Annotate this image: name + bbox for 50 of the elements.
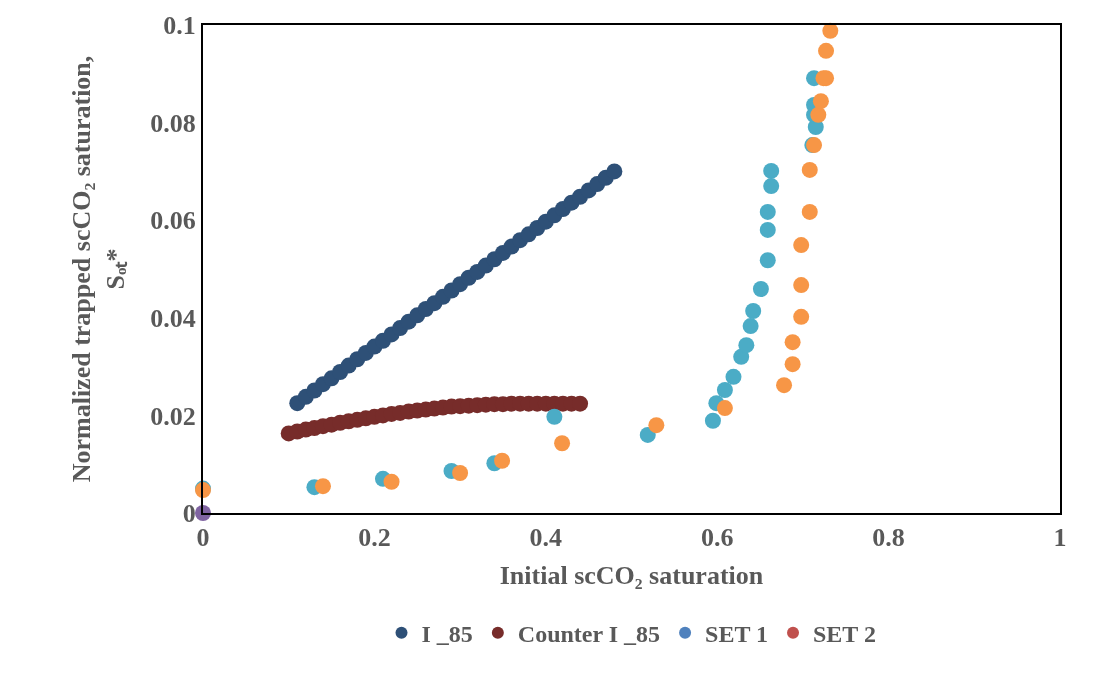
point — [801, 161, 818, 178]
point — [776, 377, 793, 394]
point — [725, 368, 742, 385]
point — [793, 308, 810, 325]
point — [784, 356, 801, 373]
point — [763, 178, 780, 195]
point — [801, 203, 818, 220]
legend-label: SET 1 — [705, 621, 769, 648]
point — [759, 203, 776, 220]
point — [716, 382, 733, 399]
point — [716, 400, 733, 417]
point — [810, 106, 827, 123]
y-tick-label: 0.08 — [150, 108, 196, 138]
x-tick-label: 0.6 — [700, 523, 734, 553]
legend-label: Counter I _85 — [517, 621, 661, 648]
point — [738, 337, 755, 354]
point — [759, 252, 776, 269]
point — [546, 408, 563, 425]
point — [793, 237, 810, 254]
y-axis-title: Normalized trapped scCO₂ saturation, Sₒₜ* — [67, 55, 131, 483]
point — [452, 464, 469, 481]
point — [554, 435, 571, 452]
point — [812, 93, 829, 110]
point — [648, 417, 665, 434]
y-tick-label: 0.1 — [163, 11, 196, 41]
point — [704, 412, 721, 429]
point — [759, 221, 776, 238]
point — [314, 478, 331, 495]
point — [752, 281, 769, 297]
x-tick-label: 0.2 — [358, 523, 391, 553]
legend-label: SET 2 — [813, 621, 876, 648]
x-axis-title: Initial scCO₂ saturation — [499, 561, 764, 591]
x-tick-label: 1 — [1053, 523, 1067, 553]
y-tick-label: 0.06 — [150, 206, 196, 236]
point — [606, 163, 623, 180]
y-tick-label: 0 — [182, 499, 196, 529]
y-tick-label: 0.02 — [150, 401, 196, 431]
y-tick-label: 0.04 — [150, 303, 196, 333]
point — [745, 302, 762, 319]
point — [763, 162, 780, 179]
point — [822, 22, 839, 39]
x-tick-label: 0.4 — [529, 523, 563, 553]
point — [793, 277, 810, 294]
point — [784, 334, 801, 351]
legend-label: I _85 — [421, 621, 473, 648]
point — [383, 473, 400, 490]
point — [818, 42, 835, 59]
x-tick-label: 0.8 — [872, 523, 905, 553]
point — [494, 452, 511, 469]
point — [742, 318, 759, 335]
